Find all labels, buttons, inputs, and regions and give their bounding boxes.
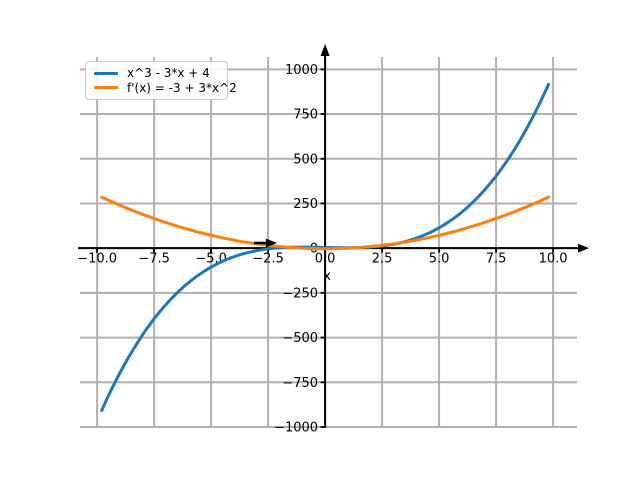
x-tick-label: 5.0 xyxy=(429,252,450,267)
y-tick-label: −750 xyxy=(282,376,318,391)
x-tick-label: −5.0 xyxy=(195,252,227,267)
x-axis-arrowhead xyxy=(578,243,589,253)
series-line-1 xyxy=(100,195,550,251)
legend: x^3 - 3*x + 4 f'(x) = -3 + 3*x^2 xyxy=(85,61,237,100)
x-tick-label: 2.5 xyxy=(372,252,393,267)
legend-line-sample-cubic xyxy=(94,71,118,75)
y-tick-label: −1000 xyxy=(274,421,318,436)
legend-entry-derivative: f'(x) = -3 + 3*x^2 xyxy=(94,81,237,95)
root-annotation-arrowhead xyxy=(265,238,277,248)
legend-line-sample-derivative xyxy=(94,86,118,90)
y-tick-label: 250 xyxy=(293,197,318,212)
legend-label-derivative: f'(x) = -3 + 3*x^2 xyxy=(127,80,237,95)
y-tick-label: −500 xyxy=(282,331,318,346)
y-tick-label: 500 xyxy=(293,152,318,167)
x-tick-label: −2.5 xyxy=(252,252,284,267)
legend-entry-cubic: x^3 - 3*x + 4 xyxy=(94,66,221,80)
legend-label-cubic: x^3 - 3*x + 4 xyxy=(127,66,210,81)
x-tick-label: −10.0 xyxy=(77,252,117,267)
x-tick-label: −7.5 xyxy=(138,252,170,267)
y-tick-label: 1000 xyxy=(285,63,318,78)
y-tick-label: −250 xyxy=(282,286,318,301)
x-tick-label: 0.0 xyxy=(315,252,336,267)
x-tick-label: 7.5 xyxy=(486,252,507,267)
x-tick-label: 10.0 xyxy=(539,252,568,267)
y-tick-label: 750 xyxy=(293,108,318,123)
x-axis-title: x xyxy=(323,269,331,284)
y-axis-arrowhead xyxy=(320,44,330,56)
